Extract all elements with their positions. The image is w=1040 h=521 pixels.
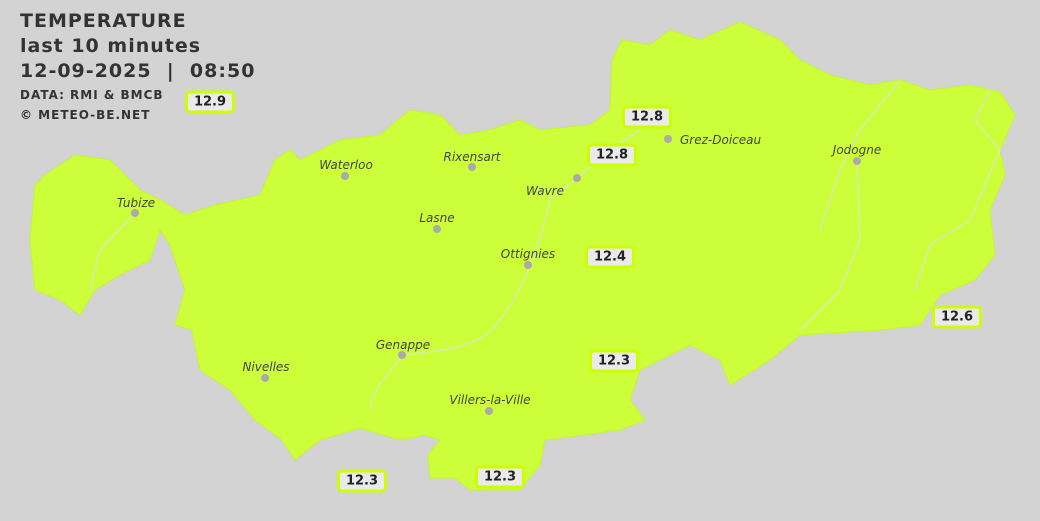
city-label-villers-la-ville: Villers-la-Ville: [449, 393, 531, 407]
temperature-reading: 12.8: [621, 105, 673, 129]
city-label-nivelles: Nivelles: [242, 360, 290, 374]
city-label-genappe: Genappe: [375, 338, 431, 352]
temperature-reading: 12.3: [588, 349, 640, 373]
copyright: © METEO-BE.NET: [20, 108, 151, 122]
temperature-reading: 12.4: [584, 245, 636, 269]
city-dot: [131, 209, 139, 217]
city-dot: [433, 225, 441, 233]
map-title: TEMPERATURE: [20, 10, 187, 32]
city-dot: [341, 172, 349, 180]
city-label-wavre: Wavre: [526, 184, 564, 198]
period-label: last 10 minutes: [20, 35, 202, 57]
city-dot: [485, 407, 493, 415]
temperature-reading: 12.6: [931, 305, 983, 329]
temperature-reading: 12.3: [474, 465, 526, 489]
data-source: DATA: RMI & BMCB: [20, 88, 164, 102]
city-label-tubize: Tubize: [116, 196, 156, 210]
city-dot: [664, 135, 672, 143]
city-dot: [853, 157, 861, 165]
rivers: [89, 79, 1001, 411]
temperature-reading: 12.9: [184, 90, 236, 114]
city-label-ottignies: Ottignies: [500, 247, 556, 261]
city-dot: [524, 261, 532, 269]
city-label-jodogne: Jodogne: [832, 143, 882, 157]
city-label-waterloo: Waterloo: [319, 158, 373, 172]
city-label-lasne: Lasne: [419, 211, 455, 225]
city-dot: [573, 174, 581, 182]
temperature-reading: 12.3: [336, 469, 388, 493]
temperature-reading: 12.8: [586, 143, 638, 167]
city-label-rixensart: Rixensart: [443, 150, 501, 164]
city-dot: [261, 374, 269, 382]
city-dot: [468, 163, 476, 171]
city-label-grez-doiceau: Grez-Doiceau: [680, 133, 762, 147]
datetime-label: 12-09-2025 | 08:50: [20, 60, 256, 82]
city-dot: [398, 351, 406, 359]
region-shape: [29, 21, 1016, 491]
